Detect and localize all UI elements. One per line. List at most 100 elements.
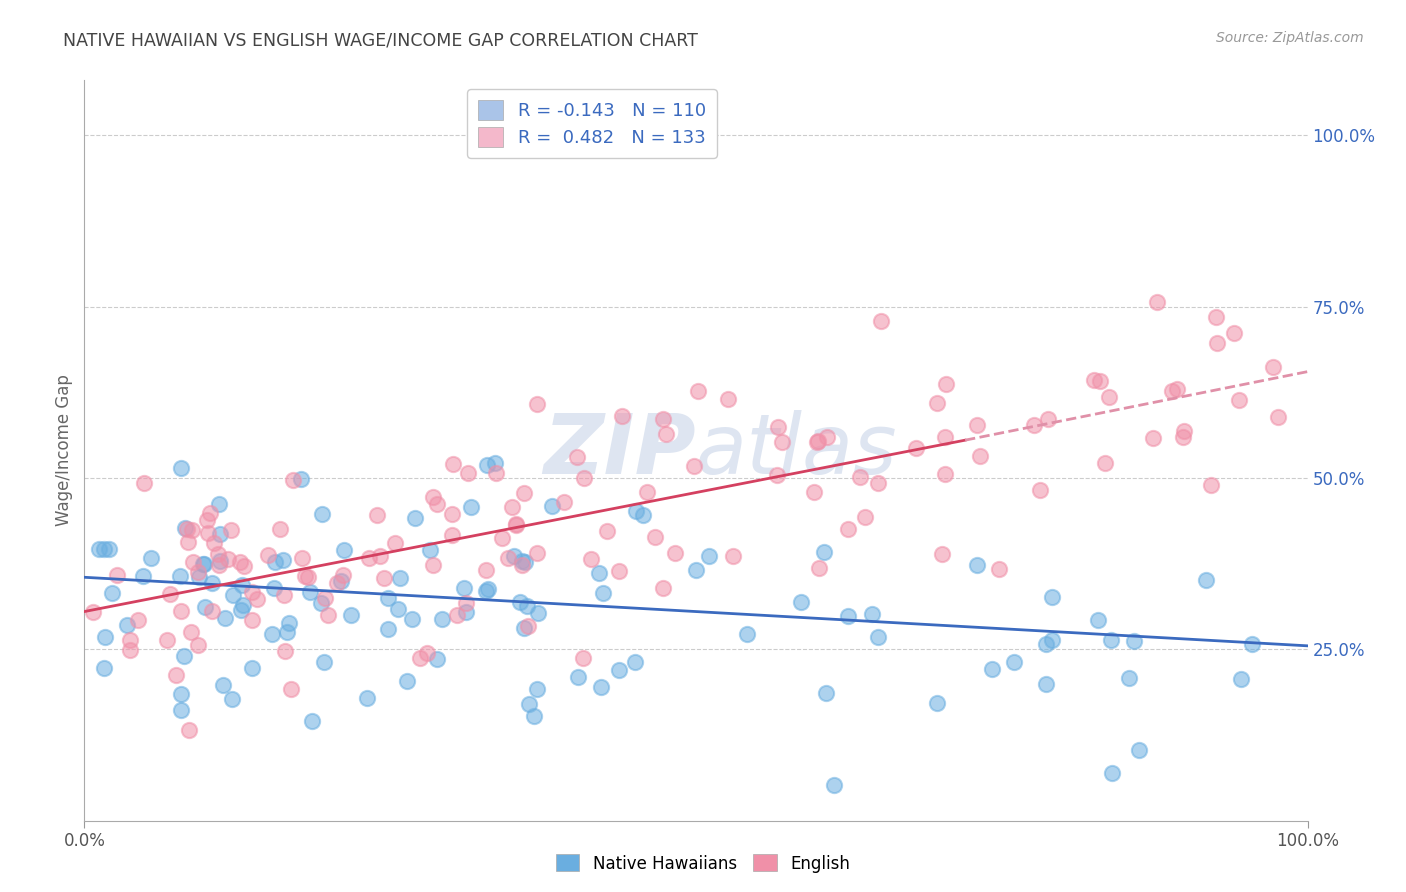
- Point: [422, 558, 444, 572]
- Point: [212, 678, 235, 692]
- Point: [373, 571, 395, 585]
- Point: [1263, 360, 1285, 375]
- Point: [426, 497, 449, 511]
- Point: [1083, 373, 1105, 387]
- Point: [193, 557, 215, 571]
- Point: [905, 441, 928, 455]
- Point: [165, 668, 187, 682]
- Point: [683, 459, 706, 474]
- Point: [117, 618, 139, 632]
- Point: [1040, 590, 1063, 604]
- Y-axis label: Wage/Income Gap: Wage/Income Gap: [55, 375, 73, 526]
- Point: [454, 605, 477, 619]
- Point: [377, 622, 399, 636]
- Text: atlas: atlas: [696, 410, 897, 491]
- Point: [139, 550, 162, 565]
- Point: [170, 703, 193, 717]
- Point: [969, 449, 991, 463]
- Point: [814, 685, 837, 699]
- Point: [1029, 483, 1052, 498]
- Point: [1166, 382, 1188, 396]
- Point: [94, 630, 117, 644]
- Point: [257, 549, 280, 563]
- Point: [120, 643, 142, 657]
- Point: [278, 615, 301, 630]
- Point: [246, 592, 269, 607]
- Point: [807, 434, 830, 448]
- Point: [581, 552, 603, 566]
- Point: [505, 516, 527, 531]
- Point: [925, 395, 948, 409]
- Point: [187, 638, 209, 652]
- Point: [1173, 425, 1195, 439]
- Point: [717, 392, 740, 406]
- Point: [297, 570, 319, 584]
- Point: [208, 497, 231, 511]
- Point: [1227, 393, 1250, 408]
- Point: [281, 473, 304, 487]
- Point: [425, 652, 447, 666]
- Point: [221, 692, 243, 706]
- Point: [1040, 633, 1063, 648]
- Point: [274, 644, 297, 658]
- Point: [201, 604, 224, 618]
- Point: [311, 507, 333, 521]
- Point: [82, 605, 104, 619]
- Point: [179, 723, 201, 738]
- Point: [735, 626, 758, 640]
- Point: [664, 546, 686, 560]
- Point: [592, 585, 614, 599]
- Point: [1240, 637, 1263, 651]
- Legend: Native Hawaiians, English: Native Hawaiians, English: [550, 847, 856, 880]
- Point: [633, 508, 655, 522]
- Point: [636, 485, 658, 500]
- Point: [624, 655, 647, 669]
- Point: [271, 552, 294, 566]
- Point: [505, 518, 527, 533]
- Point: [291, 550, 314, 565]
- Point: [169, 569, 191, 583]
- Point: [240, 661, 263, 675]
- Point: [208, 554, 231, 568]
- Point: [170, 687, 193, 701]
- Point: [314, 591, 336, 605]
- Point: [1142, 432, 1164, 446]
- Point: [309, 596, 332, 610]
- Point: [1038, 411, 1060, 425]
- Point: [366, 508, 388, 523]
- Point: [607, 663, 630, 677]
- Point: [1230, 672, 1253, 686]
- Point: [316, 607, 339, 622]
- Point: [1160, 384, 1182, 398]
- Point: [1101, 632, 1123, 647]
- Point: [925, 697, 948, 711]
- Point: [527, 606, 550, 620]
- Point: [1199, 477, 1222, 491]
- Point: [723, 549, 745, 563]
- Point: [202, 535, 225, 549]
- Point: [180, 625, 202, 640]
- Point: [1123, 634, 1146, 648]
- Point: [415, 646, 437, 660]
- Point: [299, 585, 322, 599]
- Point: [1146, 295, 1168, 310]
- Point: [280, 681, 302, 696]
- Point: [596, 524, 619, 539]
- Point: [475, 563, 498, 577]
- Point: [484, 457, 506, 471]
- Point: [588, 566, 610, 580]
- Point: [273, 588, 295, 602]
- Point: [93, 661, 115, 675]
- Point: [765, 468, 787, 483]
- Point: [264, 555, 287, 569]
- Point: [208, 526, 231, 541]
- Point: [169, 604, 191, 618]
- Point: [333, 542, 356, 557]
- Point: [118, 632, 141, 647]
- Point: [790, 595, 813, 609]
- Point: [1195, 573, 1218, 587]
- Point: [988, 562, 1011, 576]
- Point: [240, 585, 263, 599]
- Point: [422, 491, 444, 505]
- Point: [195, 513, 218, 527]
